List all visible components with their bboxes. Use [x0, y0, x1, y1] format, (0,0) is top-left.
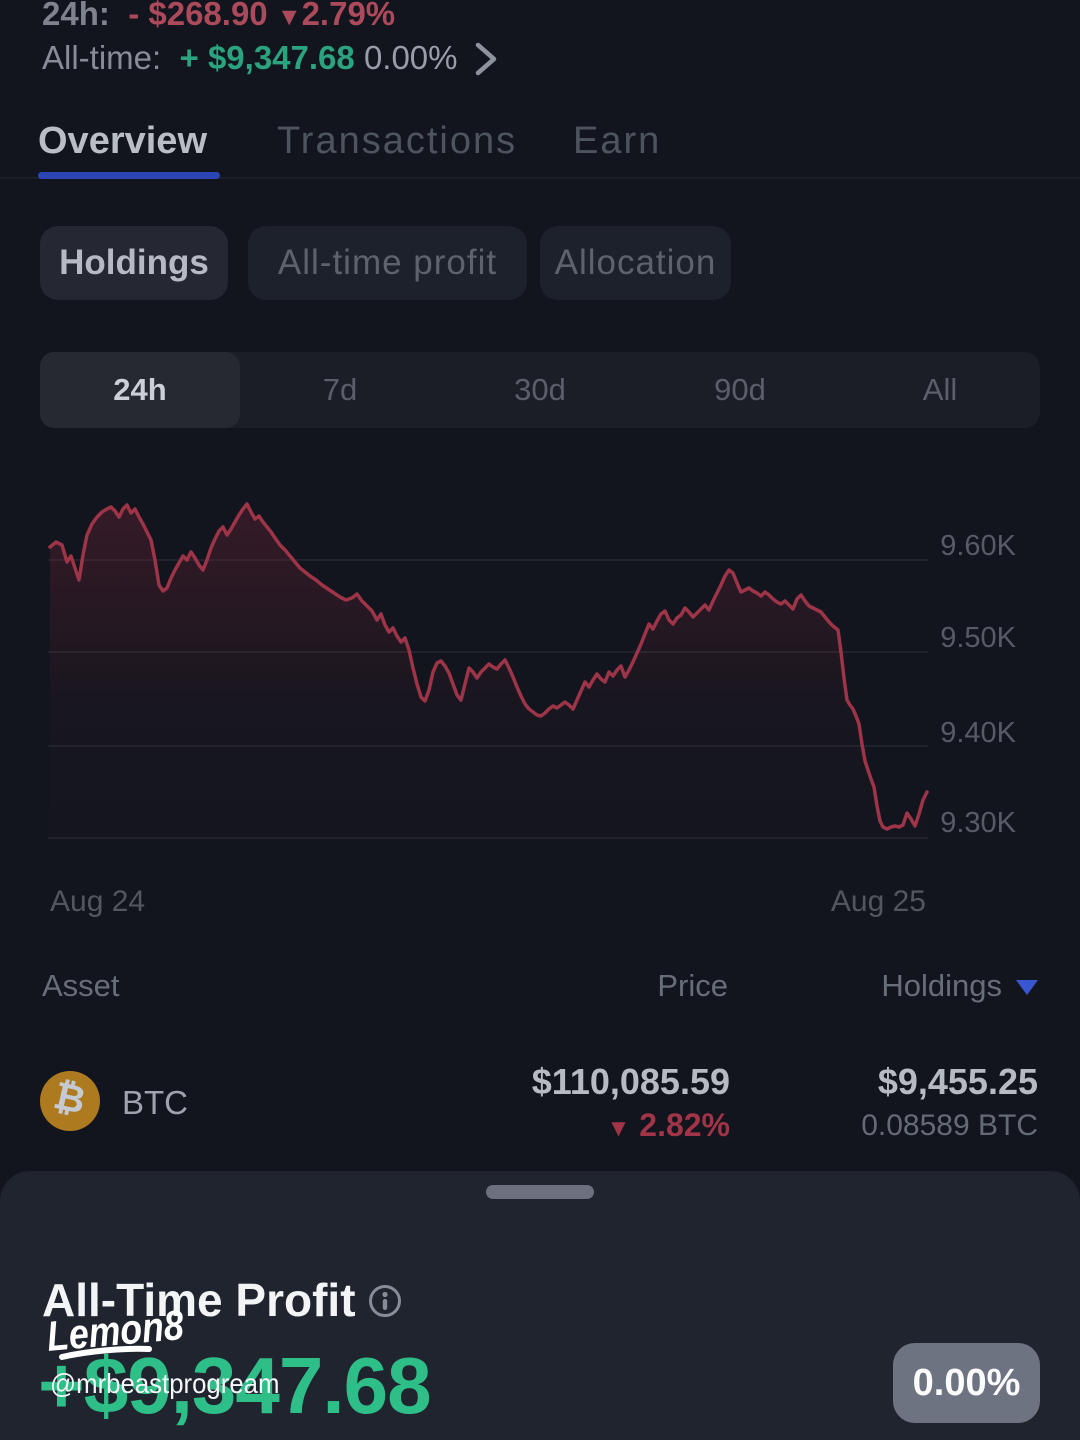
svg-text:9.40K: 9.40K: [940, 717, 1016, 749]
svg-text:9.30K: 9.30K: [940, 807, 1016, 839]
svg-text:Aug 25: Aug 25: [831, 885, 926, 918]
svg-text:Aug 24: Aug 24: [50, 885, 145, 918]
svg-text:9.50K: 9.50K: [940, 622, 1016, 654]
svg-text:9.60K: 9.60K: [940, 530, 1016, 562]
